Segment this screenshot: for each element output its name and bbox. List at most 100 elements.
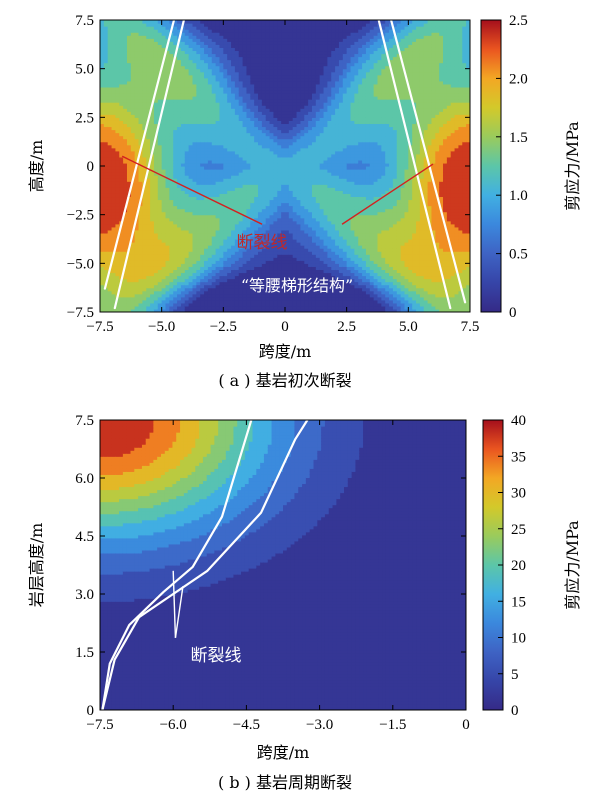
contour-cell (173, 217, 178, 222)
contour-cell (250, 71, 255, 76)
contour-cell (223, 32, 228, 36)
contour-cell (111, 226, 117, 231)
contour-cell (215, 83, 221, 88)
contour-cell (250, 226, 255, 231)
contour-cell (142, 211, 147, 216)
contour-cell (111, 205, 117, 210)
contour-cell (161, 275, 167, 280)
contour-cell (142, 41, 147, 45)
contour-cell (285, 235, 290, 240)
contour-cell (296, 32, 302, 36)
contour-cell (258, 62, 263, 67)
contour-cell (146, 35, 151, 39)
contour-cell (231, 93, 236, 97)
contour-cell (119, 187, 124, 191)
contour-cell (269, 254, 275, 258)
contour-cell (196, 126, 201, 131)
contour-cell (165, 278, 170, 283)
contour-cell (100, 68, 105, 73)
contour-cell (296, 129, 302, 134)
contour-cell (100, 80, 105, 85)
contour-cell (119, 80, 124, 85)
contour-cell (219, 129, 224, 134)
contour-cell (296, 50, 302, 55)
contour-cell (157, 38, 163, 42)
contour-cell (211, 232, 217, 237)
contour-cell (204, 181, 209, 185)
contour-cell (215, 172, 221, 176)
contour-cell (207, 187, 213, 191)
contour-cell (223, 172, 228, 176)
contour-cell (296, 89, 302, 94)
contour-cell (254, 305, 259, 310)
contour-cell (165, 257, 170, 261)
contour-cell (207, 211, 213, 216)
contour-cell (234, 229, 240, 234)
contour-cell (258, 159, 263, 164)
contour-cell (269, 196, 275, 201)
contour-cell (296, 214, 302, 219)
contour-cell (107, 202, 113, 207)
contour-cell (234, 105, 240, 109)
contour-cell (138, 254, 143, 258)
contour-cell (273, 50, 278, 55)
contour-cell (292, 23, 298, 27)
contour-cell (227, 245, 232, 249)
contour-cell (169, 99, 174, 103)
contour-cell (188, 245, 194, 249)
contour-cell (246, 223, 251, 228)
contour-cell (126, 50, 132, 55)
contour-cell (134, 44, 140, 48)
contour-cell (254, 229, 259, 234)
contour-cell (196, 111, 201, 115)
contour-cell (111, 196, 117, 201)
contour-cell (254, 41, 259, 45)
contour-cell (296, 229, 302, 234)
contour-cell (184, 114, 190, 118)
contour-cell (142, 263, 147, 267)
contour-cell (211, 65, 217, 70)
contour-cell (258, 193, 263, 198)
contour-cell (231, 178, 236, 182)
contour-cell (273, 53, 278, 58)
contour-cell (165, 29, 170, 33)
contour-cell (215, 193, 221, 198)
contour-cell (234, 62, 240, 67)
contour-cell (231, 302, 236, 307)
contour-cell (180, 181, 186, 185)
contour-cell (277, 68, 282, 73)
contour-cell (138, 299, 143, 304)
contour-cell (138, 65, 143, 70)
contour-cell (261, 232, 267, 237)
contour-cell (111, 20, 117, 24)
contour-cell (204, 153, 209, 158)
contour-cell (219, 232, 224, 237)
contour-cell (103, 299, 109, 304)
contour-cell (200, 242, 205, 246)
contour-cell (258, 74, 263, 79)
contour-cell (196, 86, 201, 91)
contour-cell (188, 111, 194, 115)
contour-cell (281, 138, 286, 143)
contour-cell (242, 59, 248, 64)
contour-cell (234, 126, 240, 131)
contour-cell (227, 208, 232, 213)
contour-cell (184, 96, 190, 100)
contour-cell (146, 245, 151, 249)
contour-cell (273, 202, 278, 207)
contour-cell (296, 56, 302, 61)
contour-cell (234, 308, 240, 312)
contour-cell (204, 187, 209, 191)
contour-cell (219, 308, 224, 312)
contour-cell (250, 126, 255, 131)
contour-cell (207, 59, 213, 64)
contour-cell (103, 272, 109, 277)
contour-cell (169, 80, 174, 85)
contour-cell (269, 181, 275, 185)
contour-cell (207, 156, 213, 161)
contour-cell (153, 156, 159, 161)
contour-cell (292, 217, 298, 222)
contour-cell (111, 287, 117, 292)
contour-cell (192, 147, 197, 152)
contour-cell (234, 305, 240, 310)
